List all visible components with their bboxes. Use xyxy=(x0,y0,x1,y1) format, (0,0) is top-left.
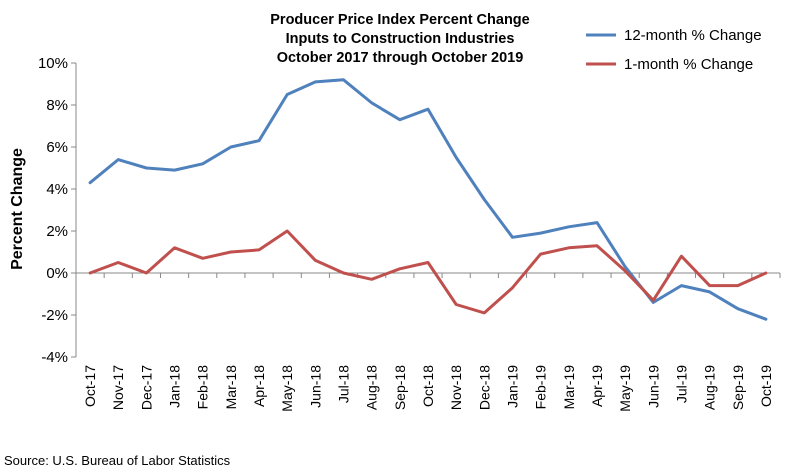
legend-label-12-month: 12-month % Change xyxy=(624,27,762,44)
x-tick-label: Sep-18 xyxy=(392,365,408,410)
x-tick-label: Oct-18 xyxy=(420,365,436,407)
x-tick-label: Mar-18 xyxy=(223,365,239,410)
series-lines xyxy=(88,78,768,321)
series-line-1 xyxy=(88,229,768,315)
legend: 12-month % Change 1-month % Change xyxy=(586,27,762,73)
x-tick-label: Aug-18 xyxy=(364,365,380,410)
y-tick-label: -4% xyxy=(41,349,68,366)
x-tick-label: May-18 xyxy=(279,365,295,412)
x-tick-label: Jun-18 xyxy=(307,365,323,408)
x-tick-label: Mar-19 xyxy=(561,365,577,410)
y-tick-label: 4% xyxy=(46,181,68,198)
x-tick-label: Dec-17 xyxy=(138,365,154,410)
x-tick-label: Aug-19 xyxy=(702,365,718,410)
y-axis-ticks: -4% -2% 0% 2% 4% 6% 8% 10% xyxy=(38,55,76,366)
x-tick-label: Jun-19 xyxy=(645,365,661,408)
x-tick-label: Dec-18 xyxy=(476,365,492,410)
y-tick-label: 6% xyxy=(46,139,68,156)
axes xyxy=(75,63,780,357)
legend-label-1-month: 1-month % Change xyxy=(624,56,753,73)
y-tick-label: 8% xyxy=(46,97,68,114)
x-tick-label: Jul-18 xyxy=(336,365,352,403)
chart-title-line-1: Producer Price Index Percent Change xyxy=(270,12,529,28)
x-tick-label: Oct-17 xyxy=(82,365,98,407)
chart-title-line-2: Inputs to Construction Industries xyxy=(286,31,515,47)
x-axis-ticks: Oct-17 Nov-17 Dec-17 Jan-18 Feb-18 Mar-18 Apr-… xyxy=(75,273,781,412)
y-axis-label: Percent Change xyxy=(9,148,26,270)
chart-title: Producer Price Index Percent Change Inpu… xyxy=(270,12,529,66)
x-tick-label: Apr-18 xyxy=(251,365,267,407)
x-tick-label: Feb-18 xyxy=(195,365,211,410)
y-tick-label: 0% xyxy=(46,265,68,282)
x-tick-label: May-19 xyxy=(617,365,633,412)
y-tick-label: 10% xyxy=(38,55,68,72)
chart-title-line-3: October 2017 through October 2019 xyxy=(277,50,524,66)
y-tick-label: 2% xyxy=(46,223,68,240)
x-tick-label: Nov-17 xyxy=(110,365,126,410)
x-tick-label: Feb-19 xyxy=(533,365,549,410)
y-tick-label: -2% xyxy=(41,307,68,324)
source-note: Source: U.S. Bureau of Labor Statistics xyxy=(4,453,231,468)
x-tick-label: Jan-18 xyxy=(167,365,183,408)
series-line-0 xyxy=(88,78,768,321)
x-tick-label: Jul-19 xyxy=(673,365,689,403)
x-tick-label: Sep-19 xyxy=(730,365,746,410)
x-tick-label: Jan-19 xyxy=(504,365,520,408)
x-tick-label: Apr-19 xyxy=(589,365,605,407)
x-tick-label: Nov-18 xyxy=(448,365,464,410)
x-tick-label: Oct-19 xyxy=(758,365,774,407)
